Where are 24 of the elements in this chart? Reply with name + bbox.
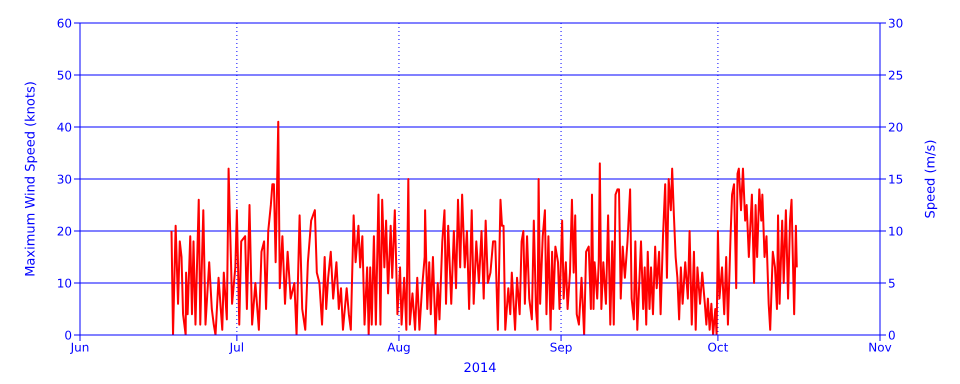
y-tick-label: 60	[56, 16, 72, 30]
y2-tick-label: 30	[888, 16, 904, 30]
y-tick-label: 0	[64, 328, 72, 342]
y2-tick-label: 0	[888, 328, 896, 342]
y-tick-label: 40	[56, 120, 72, 134]
line-series	[170, 120, 798, 335]
x-tick-label: Jun	[70, 340, 90, 355]
x-axis-title: 2014	[463, 361, 497, 376]
x-tick-label: Sep	[550, 340, 572, 355]
x-tick-label: Oct	[708, 340, 729, 355]
y-axis-title: Maximum Wind Speed (knots)	[24, 81, 39, 277]
y2-axis-title: Speed (m/s)	[924, 140, 939, 218]
y2-tick-label: 15	[888, 172, 904, 186]
y-tick-label: 10	[56, 276, 72, 290]
y-tick-label: 30	[56, 172, 72, 186]
y-tick-label: 50	[56, 68, 72, 82]
x-tick-label: Jul	[228, 340, 244, 355]
y-tick-label: 20	[56, 224, 72, 238]
y2-tick-label: 10	[888, 224, 904, 238]
x-tick-label: Aug	[387, 340, 411, 355]
y2-tick-label: 25	[888, 68, 904, 82]
y2-tick-label: 5	[888, 276, 896, 290]
x-tick-label: Nov	[868, 340, 892, 355]
y2-tick-label: 20	[888, 120, 904, 134]
